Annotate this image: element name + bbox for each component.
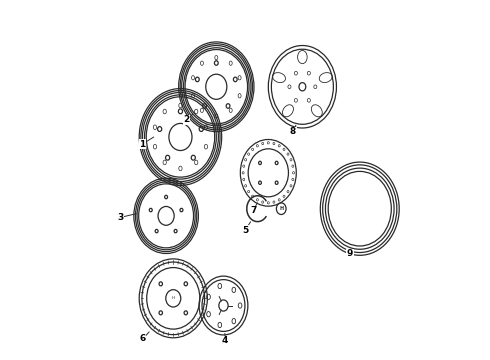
Text: 6: 6 (140, 334, 146, 343)
Text: H: H (279, 206, 283, 211)
Text: 1: 1 (139, 140, 146, 149)
Text: 9: 9 (347, 249, 353, 258)
Text: 2: 2 (183, 115, 189, 124)
Text: 5: 5 (242, 226, 248, 235)
Text: 7: 7 (250, 206, 256, 215)
Text: 4: 4 (222, 336, 228, 345)
Text: 8: 8 (290, 127, 296, 136)
Text: H: H (172, 296, 175, 300)
Text: 3: 3 (118, 213, 124, 222)
